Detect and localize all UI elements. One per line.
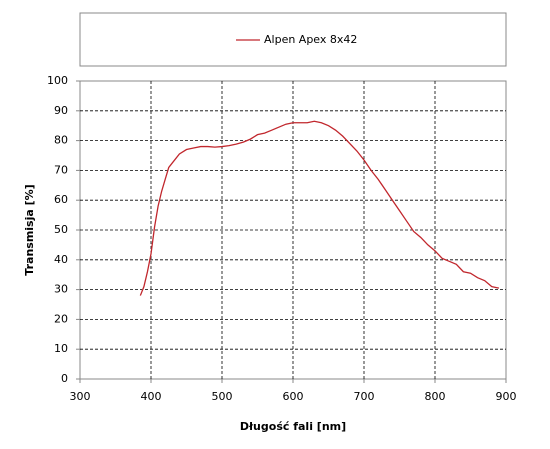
y-tick-label: 40	[54, 253, 68, 266]
legend-box	[79, 12, 507, 67]
y-tick-label: 10	[54, 342, 68, 355]
y-tick-label: 90	[54, 104, 68, 117]
legend-label: Alpen Apex 8x42	[264, 33, 357, 46]
y-tick-label: 80	[54, 134, 68, 147]
y-tick-label: 30	[54, 283, 68, 296]
x-tick-label: 500	[212, 390, 233, 403]
y-tick-label: 50	[54, 223, 68, 236]
y-tick-label: 100	[47, 74, 68, 87]
y-tick-label: 60	[54, 193, 68, 206]
x-tick-label: 300	[70, 390, 91, 403]
x-tick-label: 400	[141, 390, 162, 403]
y-tick-label: 0	[61, 372, 68, 385]
x-tick-label: 600	[283, 390, 304, 403]
x-tick-label: 900	[496, 390, 517, 403]
y-tick-label: 70	[54, 163, 68, 176]
y-tick-label: 20	[54, 312, 68, 325]
x-axis-title: Długość fali [nm]	[240, 420, 346, 433]
x-tick-label: 700	[354, 390, 375, 403]
x-tick-label: 800	[425, 390, 446, 403]
data-line	[139, 120, 500, 296]
y-axis-title: Transmisja [%]	[23, 184, 36, 275]
